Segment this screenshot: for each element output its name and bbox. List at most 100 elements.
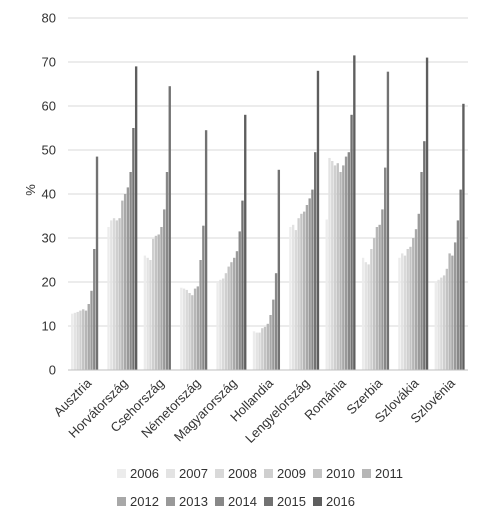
- bar-2006: [361, 257, 365, 370]
- bar-2015: [132, 128, 135, 370]
- bar-2012: [233, 257, 236, 370]
- legend-swatch: [117, 469, 126, 478]
- bar-2012: [269, 315, 272, 370]
- y-tick-label: 50: [42, 143, 56, 158]
- bar-2008: [76, 311, 79, 370]
- axes: 01020304050607080AusztriaHorvátországCse…: [42, 11, 468, 446]
- bar-2010: [263, 326, 267, 370]
- bar-2009: [79, 310, 82, 370]
- bar-2012: [87, 304, 90, 370]
- bar-2011: [84, 310, 88, 370]
- bar-2008: [149, 260, 152, 370]
- bar-2014: [383, 167, 387, 370]
- bar-2007: [110, 220, 113, 370]
- bar-2006: [180, 287, 183, 370]
- legend-label: 2011: [375, 466, 403, 481]
- legend-label: 2008: [228, 466, 257, 481]
- bar-2006: [252, 331, 256, 370]
- bar-2007: [146, 257, 149, 370]
- bar-2014: [420, 172, 423, 370]
- y-axis-title: %: [23, 184, 38, 196]
- bar-2010: [409, 246, 412, 370]
- bar-2013: [453, 242, 457, 370]
- y-tick-label: 80: [42, 11, 56, 26]
- legend-swatch: [313, 469, 322, 478]
- legend-swatch: [215, 469, 224, 478]
- y-tick-label: 70: [42, 55, 56, 70]
- bar-2007: [291, 224, 295, 370]
- legend-label: 2009: [277, 466, 306, 481]
- bar-2008: [185, 289, 188, 370]
- bar-2006: [398, 257, 401, 370]
- bar-2012: [196, 286, 200, 370]
- legend: 2006 2007 2008 2009 2010 2011 2012 2013 2014 2015…: [117, 466, 403, 509]
- y-tick-label: 10: [42, 319, 56, 334]
- bars: [71, 55, 465, 371]
- bar-2013: [126, 187, 130, 370]
- bar-2010: [336, 163, 339, 370]
- bar-2013: [163, 209, 166, 370]
- bar-2016: [244, 114, 247, 370]
- bar-2014: [456, 220, 460, 370]
- legend-swatch: [362, 469, 371, 478]
- bar-2012: [305, 205, 309, 370]
- bar-2013: [344, 156, 348, 370]
- bar-2015: [277, 169, 281, 370]
- bar-2015: [459, 189, 462, 370]
- legend-label: 2012: [130, 494, 159, 509]
- bar-2013: [199, 260, 202, 370]
- bar-2009: [333, 165, 337, 370]
- bar-2011: [266, 323, 269, 370]
- bar-2012: [160, 227, 163, 370]
- bar-2006: [216, 282, 219, 370]
- bar-2010: [82, 309, 85, 370]
- bar-2016: [425, 57, 429, 370]
- bar-2015: [241, 200, 244, 370]
- bar-2009: [115, 220, 118, 370]
- bar-2011: [121, 200, 124, 370]
- bar-2016: [134, 66, 138, 371]
- legend-label: 2010: [326, 466, 355, 481]
- bar-2015: [168, 86, 171, 370]
- bar-2006: [71, 313, 74, 370]
- bar-2009: [152, 238, 155, 370]
- legend-swatch: [117, 497, 126, 506]
- bar-2007: [437, 279, 440, 370]
- bar-2011: [412, 238, 415, 370]
- bar-2010: [227, 266, 230, 370]
- bar-2006: [289, 227, 292, 370]
- bar-2010: [372, 238, 376, 370]
- bar-2009: [406, 249, 409, 370]
- y-tick-label: 30: [42, 231, 56, 246]
- y-tick-label: 60: [42, 99, 56, 114]
- legend-swatch: [166, 469, 175, 478]
- bar-2014: [311, 189, 314, 370]
- bar-2014: [238, 231, 241, 370]
- bar-2008: [112, 218, 116, 370]
- bar-2012: [414, 229, 418, 370]
- bar-2012: [342, 165, 345, 370]
- bar-2011: [157, 234, 160, 370]
- bar-2015: [423, 141, 426, 370]
- bar-2013: [308, 198, 311, 370]
- y-tick-label: 0: [49, 363, 56, 378]
- legend-label: 2007: [179, 466, 208, 481]
- bar-2014: [202, 225, 205, 370]
- bar-2008: [403, 255, 407, 370]
- bar-2014: [274, 273, 278, 370]
- y-tick-label: 40: [42, 187, 56, 202]
- bar-2007: [219, 279, 222, 370]
- bar-2007: [182, 288, 186, 370]
- bar-2010: [445, 268, 449, 370]
- bar-2016: [353, 55, 356, 371]
- bar-2016: [316, 70, 320, 371]
- bar-2012: [123, 194, 127, 370]
- bar-2011: [302, 211, 306, 370]
- bar-2009: [297, 218, 300, 370]
- bar-2011: [448, 253, 451, 370]
- legend-label: 2015: [277, 494, 306, 509]
- bar-2006: [107, 227, 110, 370]
- legend-label: 2006: [130, 466, 159, 481]
